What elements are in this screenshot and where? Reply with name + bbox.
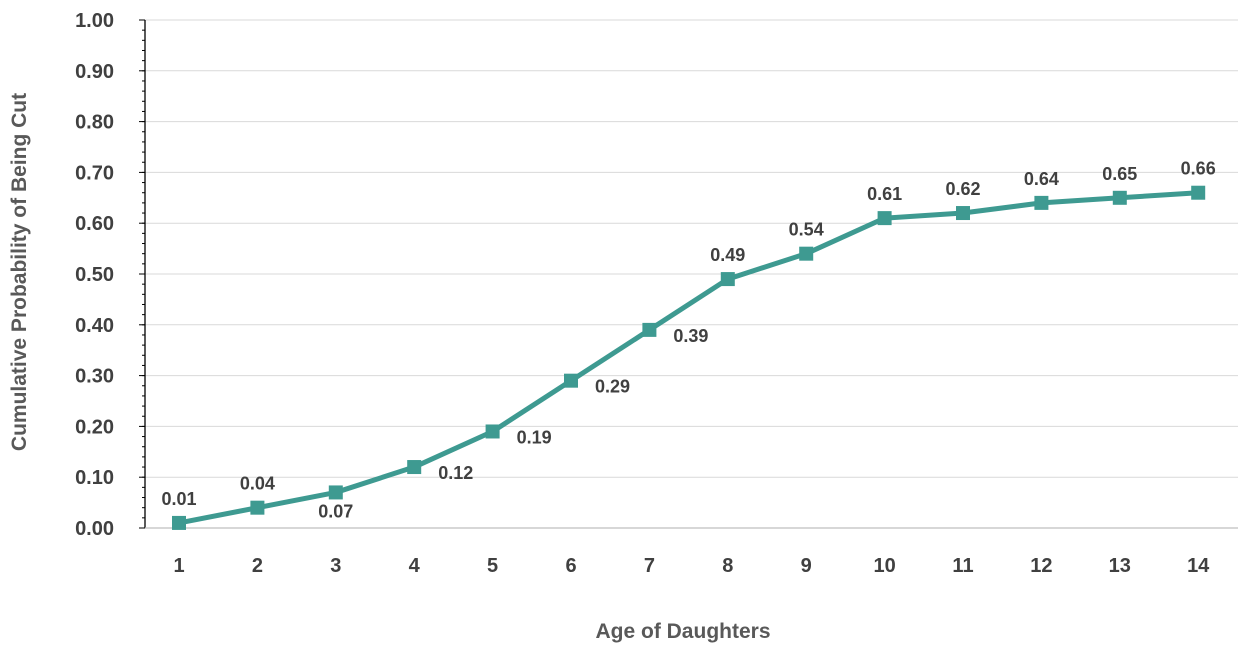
series-line	[172, 185, 1206, 530]
data-label: 0.62	[945, 179, 980, 199]
y-tick-label: 0.40	[75, 315, 114, 337]
data-point	[642, 322, 657, 337]
data-label: 0.04	[240, 474, 275, 494]
y-axis-title: Cumulative Probability of Being Cut	[8, 93, 31, 451]
data-point	[1112, 190, 1127, 205]
x-tick-label: 7	[644, 555, 655, 577]
data-label: 0.39	[673, 326, 708, 346]
y-tick-label: 0.30	[75, 366, 114, 388]
data-point	[485, 424, 500, 439]
y-tick-label: 0.20	[75, 416, 114, 438]
x-tick-label: 4	[409, 555, 421, 577]
data-point	[172, 515, 186, 530]
x-tick-label: 11	[952, 555, 973, 577]
data-point	[799, 246, 814, 261]
y-tick-label: 0.60	[75, 213, 114, 235]
gridlines	[145, 19, 1238, 478]
data-point	[720, 272, 735, 287]
data-label: 0.49	[710, 245, 745, 265]
data-label: 0.65	[1102, 164, 1137, 184]
data-point	[407, 460, 422, 475]
data-label: 0.61	[867, 184, 902, 204]
data-point	[877, 211, 892, 226]
x-tick-label: 3	[330, 555, 341, 577]
y-axis: 0.00 0.10 0.20 0.30 0.40 0.50 0.60 0.70 0.80 0.90…	[75, 10, 146, 540]
x-tick-label: 5	[487, 555, 498, 577]
data-label: 0.64	[1024, 169, 1059, 189]
data-point	[250, 500, 265, 515]
x-tick-label: 10	[873, 555, 895, 577]
data-point	[328, 485, 343, 500]
y-tick-label: 0.00	[75, 518, 114, 540]
x-tick-label: 2	[252, 555, 263, 577]
y-tick-label: 0.50	[75, 264, 114, 286]
x-tick-label: 14	[1187, 555, 1210, 577]
data-point	[564, 373, 578, 388]
data-label: 0.07	[318, 501, 353, 521]
data-label: 0.12	[438, 463, 473, 483]
x-tick-label: 6	[565, 555, 576, 577]
data-label: 0.19	[517, 427, 552, 447]
data-label: 0.66	[1181, 159, 1216, 179]
x-tick-label: 12	[1030, 555, 1052, 577]
data-point	[956, 206, 970, 221]
data-point	[1191, 185, 1206, 200]
x-tick-label: 9	[801, 555, 812, 577]
x-axis: 1 2 3 4 5 6 7 8 9 10 11 12 13 14	[145, 527, 1238, 577]
x-tick-label: 1	[173, 555, 184, 577]
y-tick-label: 0.10	[75, 467, 114, 489]
y-tick-label: 0.80	[75, 112, 114, 134]
y-tick-label: 0.70	[75, 162, 114, 184]
x-axis-title: Age of Daughters	[595, 620, 770, 643]
y-tick-label: 1.00	[75, 10, 114, 32]
x-tick-label: 13	[1109, 555, 1131, 577]
data-label: 0.54	[789, 220, 824, 240]
x-tick-label: 8	[722, 555, 733, 577]
data-label: 0.01	[161, 489, 196, 509]
data-label: 0.29	[595, 377, 630, 397]
data-labels: 0.01 0.04 0.07 0.12 0.19 0.29 0.39 0.49 0.54 0.61…	[161, 159, 1215, 522]
y-tick-label: 0.90	[75, 61, 114, 83]
series-polyline	[176, 190, 1201, 526]
data-point	[1034, 195, 1049, 210]
